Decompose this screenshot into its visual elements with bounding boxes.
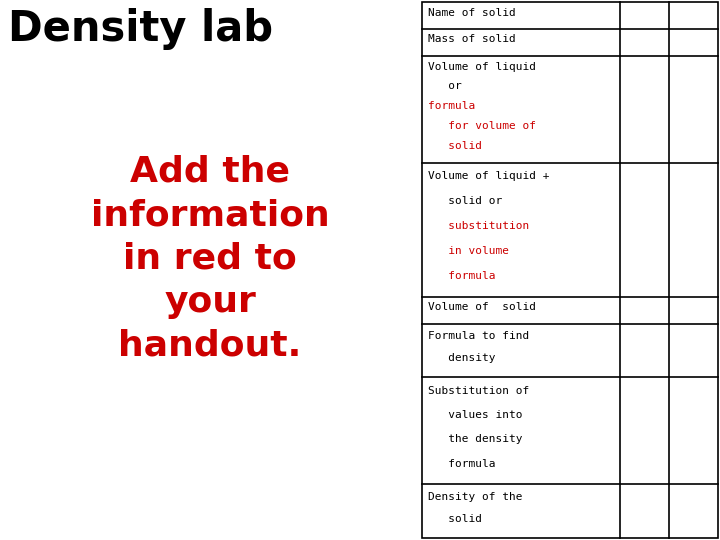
Text: formula: formula (428, 271, 495, 281)
Text: for volume of: for volume of (428, 121, 536, 131)
Text: Add the
information
in red to
your
handout.: Add the information in red to your hando… (91, 155, 329, 363)
Text: the density: the density (428, 434, 523, 444)
Text: Density lab: Density lab (8, 8, 273, 50)
Text: or: or (428, 82, 469, 91)
Text: substitution: substitution (428, 221, 529, 231)
Text: Volume of  solid: Volume of solid (428, 302, 536, 312)
Text: in volume: in volume (428, 246, 509, 256)
Text: Name of solid: Name of solid (428, 8, 516, 17)
Text: solid or: solid or (428, 196, 503, 206)
Text: solid: solid (428, 514, 482, 524)
Text: formula: formula (428, 458, 495, 469)
Text: Substitution of: Substitution of (428, 386, 529, 396)
Text: Volume of liquid: Volume of liquid (428, 62, 536, 71)
Text: solid: solid (428, 141, 482, 151)
Text: Formula to find: Formula to find (428, 331, 529, 341)
Text: formula: formula (428, 101, 475, 111)
Text: Density of the: Density of the (428, 492, 523, 502)
Text: Mass of solid: Mass of solid (428, 35, 516, 44)
Text: density: density (428, 353, 495, 363)
Text: values into: values into (428, 410, 523, 420)
Text: Volume of liquid +: Volume of liquid + (428, 171, 549, 181)
